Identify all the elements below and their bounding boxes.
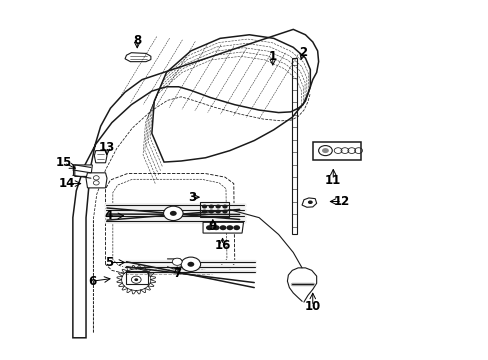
Circle shape [205,225,212,230]
Text: 4: 4 [104,210,113,222]
Circle shape [215,204,221,208]
Circle shape [181,257,200,271]
Polygon shape [86,173,107,188]
Circle shape [163,206,183,221]
Circle shape [322,148,328,153]
Text: 12: 12 [333,195,349,208]
Circle shape [187,262,194,267]
Text: 8: 8 [133,33,141,47]
Text: 10: 10 [304,300,320,313]
Bar [312,141,360,160]
Circle shape [134,278,138,281]
Circle shape [208,204,214,208]
Text: 13: 13 [99,140,115,153]
Text: 2: 2 [298,46,306,59]
Text: 15: 15 [56,156,72,169]
Text: 7: 7 [173,267,181,280]
Circle shape [307,201,312,204]
Circle shape [215,210,221,213]
Text: 16: 16 [214,239,230,252]
Text: 6: 6 [88,275,96,288]
Circle shape [212,225,219,230]
Circle shape [318,145,331,156]
Circle shape [222,204,227,208]
Polygon shape [94,150,107,163]
Text: 1: 1 [268,50,276,63]
Circle shape [172,258,182,265]
Circle shape [202,204,207,208]
Text: 14: 14 [59,177,75,190]
Circle shape [226,225,233,230]
Circle shape [208,210,214,213]
Polygon shape [75,165,92,176]
Circle shape [222,210,227,213]
Circle shape [233,225,240,230]
Circle shape [202,210,207,213]
Text: 11: 11 [325,174,341,186]
Text: 5: 5 [104,256,113,269]
Text: 3: 3 [187,191,196,204]
Text: 9: 9 [208,220,217,233]
Circle shape [219,225,226,230]
Polygon shape [203,222,243,233]
Circle shape [169,211,176,216]
Circle shape [131,276,141,283]
